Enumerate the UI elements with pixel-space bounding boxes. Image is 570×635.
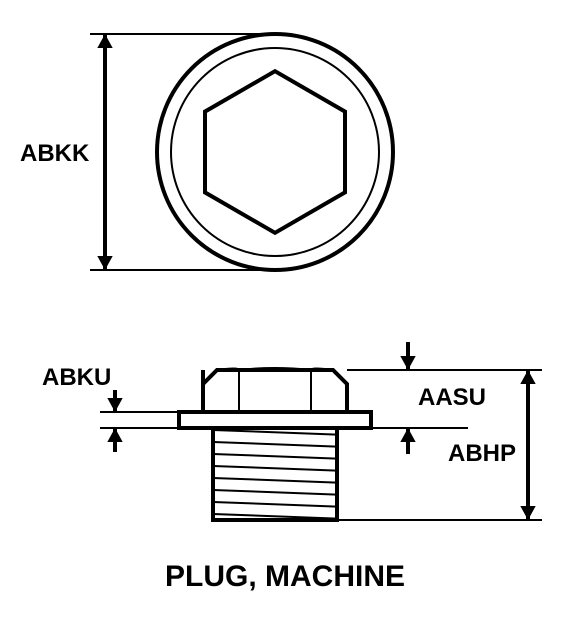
label-abku: ABKU (42, 364, 111, 392)
label-abkk: ABKK (20, 140, 89, 168)
label-abhp: ABHP (448, 440, 516, 468)
technical-drawing-svg (0, 0, 570, 630)
diagram-canvas (0, 0, 570, 630)
label-aasu: AASU (418, 384, 486, 412)
drawing-title: PLUG, MACHINE (0, 560, 570, 594)
